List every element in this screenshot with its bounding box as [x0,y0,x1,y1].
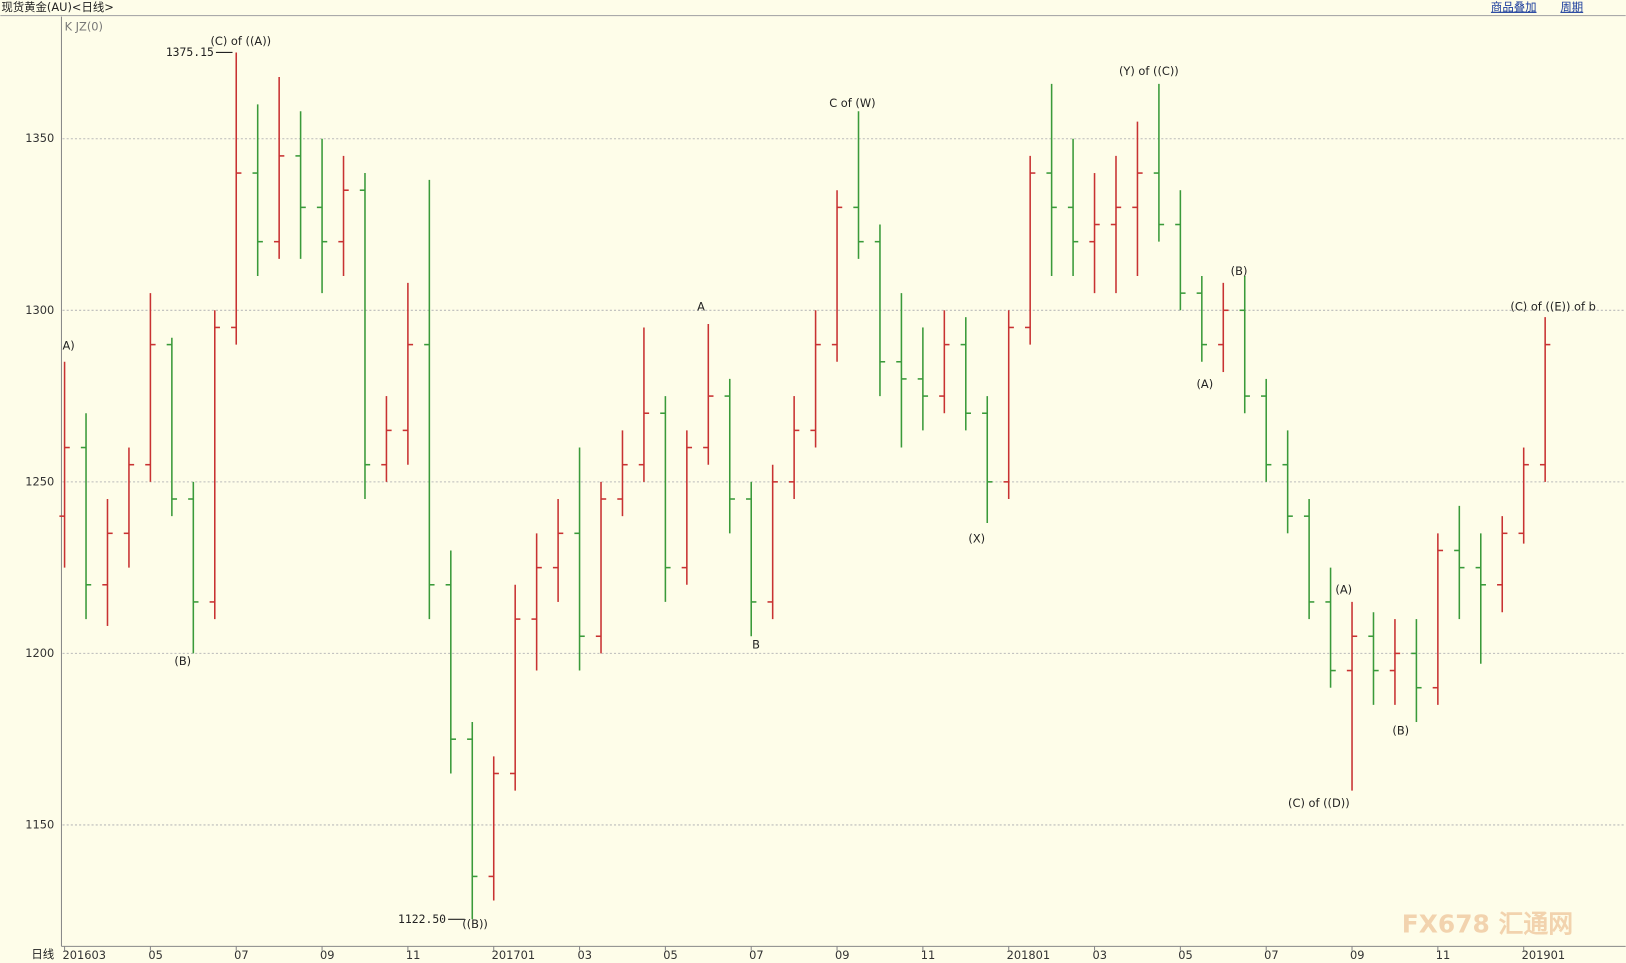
wave-label: (B) [1392,723,1409,737]
toolbar-button[interactable]: 周期 [1560,0,1583,14]
x-tick-label: 201801 [1007,948,1050,962]
wave-label: A) [63,339,75,353]
x-tick-label: 07 [749,948,763,962]
toolbar-button[interactable]: 商品叠加 [1491,0,1537,14]
wave-label: ((B)) [462,917,488,931]
x-tick-label: 11 [921,948,936,962]
wave-label: C of (W) [829,96,875,110]
wave-label: (A) [1196,377,1213,391]
y-tick-label: 1200 [25,646,54,660]
indicator: K JZ(0) [65,19,103,33]
watermark: FX678 汇通网 [1402,910,1573,939]
period-label: 日线 [31,947,54,961]
wave-label: (B) [1231,264,1248,278]
x-tick-label: 201603 [63,948,106,962]
wave-label: (A) [1335,582,1352,596]
x-tick-label: 03 [1092,948,1107,962]
wave-label: A [697,299,705,313]
y-tick-label: 1150 [25,817,54,831]
wave-label: (C) of ((A)) [210,34,271,48]
y-tick-label: 1350 [25,131,54,145]
wave-label: (X) [968,532,985,546]
x-tick-label: 03 [577,948,592,962]
wave-label: (C) of ((E)) of b [1510,299,1596,313]
x-tick-label: 09 [835,948,850,962]
wave-label: B [752,637,760,651]
x-tick-label: 201701 [492,948,535,962]
low-marker-label: 1122.50 [398,912,446,926]
x-tick-label: 07 [234,948,249,962]
wave-label: (C) of ((D)) [1288,796,1350,810]
x-tick-label: 09 [320,948,335,962]
x-tick-label: 09 [1350,948,1365,962]
wave-label: (B) [174,654,191,668]
x-tick-label: 11 [1436,948,1451,962]
x-tick-label: 05 [1178,948,1193,962]
y-tick-label: 1300 [25,303,54,317]
x-tick-label: 201901 [1522,948,1565,962]
x-tick-label: 11 [406,948,421,962]
x-tick-label: 05 [663,948,678,962]
chart-title: 现货黄金(AU)<日线> [1,0,113,14]
high-marker-label: 1375.15 [166,45,214,59]
x-tick-label: 05 [148,948,162,962]
x-tick-label: 07 [1264,948,1279,962]
wave-label: (Y) of ((C)) [1119,64,1179,78]
y-tick-label: 1250 [25,474,54,488]
